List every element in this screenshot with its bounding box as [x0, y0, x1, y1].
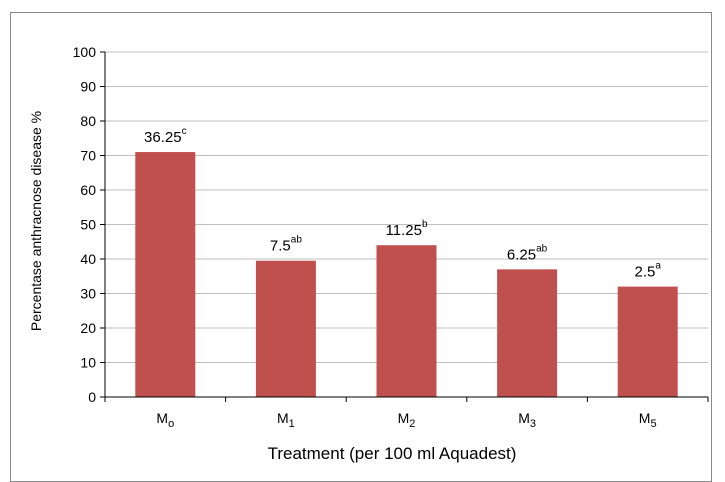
y-tick-label: 60	[80, 182, 96, 198]
bar-chart: 0 10 20 30 40 50 60 70 80 90 100 Mo M1 M2 M3 M5 36.25c…	[28, 44, 709, 463]
y-tick-label: 100	[73, 44, 97, 60]
gridlines	[105, 51, 708, 363]
bar	[135, 152, 196, 397]
x-tick-label: M5	[639, 410, 657, 430]
data-label: 36.25c	[144, 126, 187, 146]
y-tick-label: 10	[80, 355, 96, 371]
y-tick-label: 30	[80, 286, 96, 302]
y-axis-title: Percentase anthracnose disease %	[28, 111, 44, 331]
bar	[255, 260, 316, 397]
x-axis-title: Treatment (per 100 ml Aquadest)	[268, 444, 517, 463]
bars	[135, 152, 678, 397]
y-tick-label: 70	[80, 148, 96, 164]
bar	[497, 269, 558, 397]
data-label: 2.5a	[634, 261, 661, 281]
y-tick-label: 50	[80, 217, 96, 233]
y-tick-label: 40	[80, 251, 96, 267]
x-tick-label: M1	[277, 410, 295, 430]
data-label: 6.25ab	[507, 243, 548, 263]
x-tick-label: Mo	[156, 410, 174, 430]
y-tick-label: 90	[80, 79, 96, 95]
y-tick-label: 0	[88, 389, 96, 405]
chart-frame	[10, 12, 712, 482]
y-tick-label: 80	[80, 113, 96, 129]
x-tick-label: M3	[518, 410, 536, 430]
y-tick-label: 20	[80, 320, 96, 336]
data-label: 7.5ab	[270, 235, 302, 255]
axes	[100, 51, 709, 402]
bar	[376, 245, 437, 397]
data-labels: 36.25c 7.5ab 11.25b 6.25ab 2.5a	[144, 126, 661, 281]
x-tick-labels: Mo M1 M2 M3 M5	[156, 410, 656, 430]
x-tick-label: M2	[398, 410, 416, 430]
data-label: 11.25b	[386, 219, 428, 239]
y-tick-labels: 0 10 20 30 40 50 60 70 80 90 100	[73, 44, 97, 405]
bar	[617, 286, 678, 397]
